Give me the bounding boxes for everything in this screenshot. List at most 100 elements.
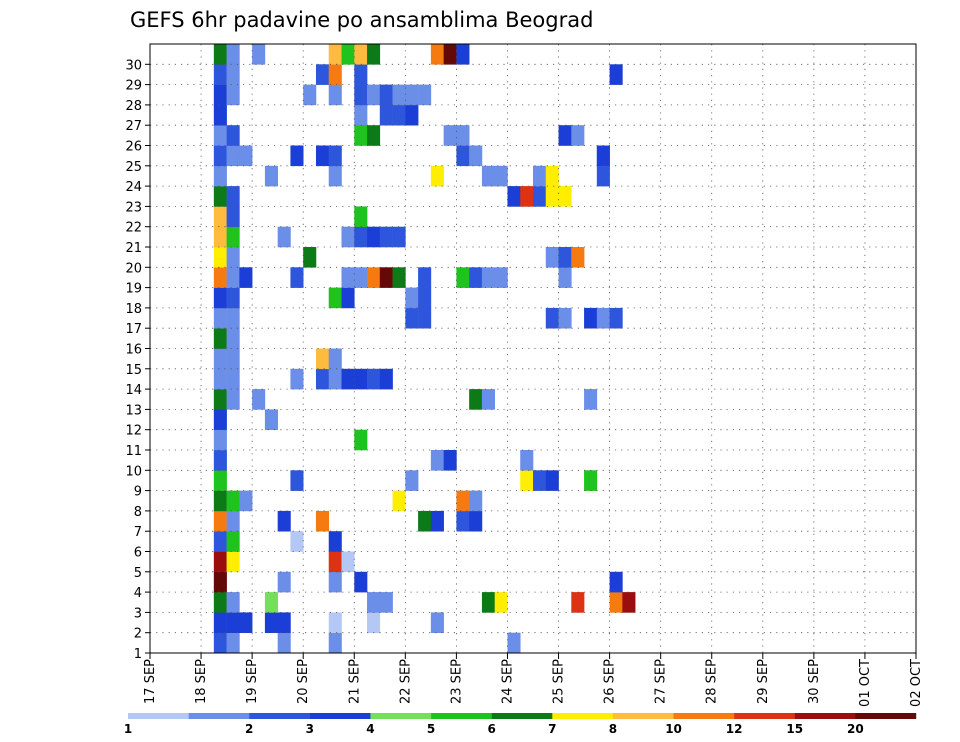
heatmap-cell xyxy=(481,165,495,187)
heatmap-cell xyxy=(520,450,534,471)
y-tick-label: 10 xyxy=(125,464,142,479)
chart-title: GEFS 6hr padavine po ansamblima Beograd xyxy=(130,8,593,32)
heatmap-cell xyxy=(596,145,610,167)
heatmap-cell xyxy=(277,632,291,654)
heatmap-cell xyxy=(443,44,457,65)
color-scale-swatch xyxy=(612,713,674,719)
heatmap-cell xyxy=(481,592,495,613)
heatmap-cell xyxy=(430,450,444,471)
heatmap-cell xyxy=(213,470,227,491)
heatmap-cell xyxy=(469,389,483,410)
color-scale-label: 3 xyxy=(306,722,314,736)
heatmap-cell xyxy=(418,287,432,309)
x-tick-label: 30 SEP xyxy=(807,659,822,704)
heatmap-cell xyxy=(341,287,355,309)
heatmap-cell xyxy=(430,44,444,65)
color-scale-label: 1 xyxy=(124,722,132,736)
heatmap-cell xyxy=(354,104,368,126)
heatmap-cell xyxy=(456,510,470,532)
heatmap-cell xyxy=(264,409,278,430)
heatmap-cell xyxy=(367,84,381,106)
heatmap-cell xyxy=(328,632,342,654)
heatmap-cells xyxy=(213,44,636,654)
heatmap-cell xyxy=(226,531,240,552)
heatmap-cell xyxy=(226,226,240,248)
y-tick-label: 23 xyxy=(125,200,142,215)
heatmap-cell xyxy=(213,348,227,370)
y-tick-label: 3 xyxy=(134,606,142,621)
heatmap-cell xyxy=(533,165,547,187)
heatmap-cell xyxy=(609,592,623,613)
heatmap-cell xyxy=(545,165,559,187)
heatmap-cell xyxy=(405,287,419,309)
heatmap-cell xyxy=(392,490,406,512)
x-tick-label: 28 SEP xyxy=(705,659,720,704)
heatmap-cell xyxy=(558,247,572,268)
heatmap-cell xyxy=(469,490,483,512)
heatmap-cell xyxy=(213,510,227,532)
heatmap-cell xyxy=(328,84,342,106)
heatmap-cell xyxy=(354,571,368,593)
heatmap-cell xyxy=(226,145,240,167)
heatmap-cell xyxy=(609,64,623,85)
color-scale-swatch xyxy=(491,713,553,719)
heatmap-cell xyxy=(533,186,547,207)
heatmap-cell xyxy=(545,186,559,207)
color-scale-swatch xyxy=(249,713,311,719)
heatmap-cell xyxy=(213,551,227,573)
heatmap-cell xyxy=(367,125,381,146)
y-tick-label: 19 xyxy=(125,282,142,297)
heatmap-cell xyxy=(226,328,240,349)
heatmap-cell xyxy=(469,510,483,532)
y-axis-ticks: 1234567891011121314151617181920212223242… xyxy=(125,58,150,662)
x-tick-label: 26 SEP xyxy=(603,659,618,704)
heatmap-cell xyxy=(354,429,368,451)
y-tick-label: 2 xyxy=(134,627,142,642)
heatmap-cell xyxy=(290,145,304,167)
heatmap-cell xyxy=(226,368,240,390)
y-tick-label: 21 xyxy=(125,241,142,256)
heatmap-cell xyxy=(379,84,393,106)
y-tick-label: 16 xyxy=(125,343,142,358)
heatmap-cell xyxy=(226,510,240,532)
heatmap-cell xyxy=(379,267,393,288)
heatmap-cell xyxy=(584,307,598,329)
y-tick-label: 7 xyxy=(134,525,142,540)
x-tick-label: 22 SEP xyxy=(398,659,413,704)
heatmap-cell xyxy=(328,368,342,390)
heatmap-cell xyxy=(328,44,342,65)
heatmap-cell xyxy=(226,307,240,329)
heatmap-cell xyxy=(226,551,240,573)
heatmap-cell xyxy=(328,145,342,167)
color-scale-swatch xyxy=(128,713,189,719)
color-scale-swatch xyxy=(855,713,917,719)
heatmap-cell xyxy=(571,247,585,268)
heatmap-cell xyxy=(277,226,291,248)
y-tick-label: 24 xyxy=(125,180,142,195)
heatmap-cell xyxy=(328,165,342,187)
x-tick-label: 23 SEP xyxy=(449,659,464,704)
heatmap-cell xyxy=(392,104,406,126)
heatmap-cell xyxy=(545,307,559,329)
heatmap-cell xyxy=(252,44,266,65)
y-tick-label: 25 xyxy=(125,160,142,175)
x-tick-label: 29 SEP xyxy=(756,659,771,704)
heatmap-cell xyxy=(405,307,419,329)
heatmap-cell xyxy=(213,226,227,248)
heatmap-cell xyxy=(315,348,330,370)
heatmap-cell xyxy=(290,368,304,390)
color-scale-swatch xyxy=(370,713,432,719)
x-tick-label: 21 SEP xyxy=(347,659,362,704)
color-scale-label: 5 xyxy=(427,722,435,736)
heatmap-cell xyxy=(213,287,227,309)
x-tick-label: 18 SEP xyxy=(194,659,209,704)
heatmap-cell xyxy=(226,490,240,512)
y-tick-label: 6 xyxy=(134,546,142,561)
heatmap-cell xyxy=(277,510,291,532)
x-axis-ticks: 17 SEP 18 SEP 19 SEP 20 SEP 21 SEP 22 SEP 23 S… xyxy=(143,653,924,707)
heatmap-cell xyxy=(341,368,355,390)
heatmap-cell xyxy=(341,551,355,573)
heatmap-cell xyxy=(213,104,227,126)
heatmap-cell xyxy=(277,571,291,593)
heatmap-cell xyxy=(622,592,636,613)
